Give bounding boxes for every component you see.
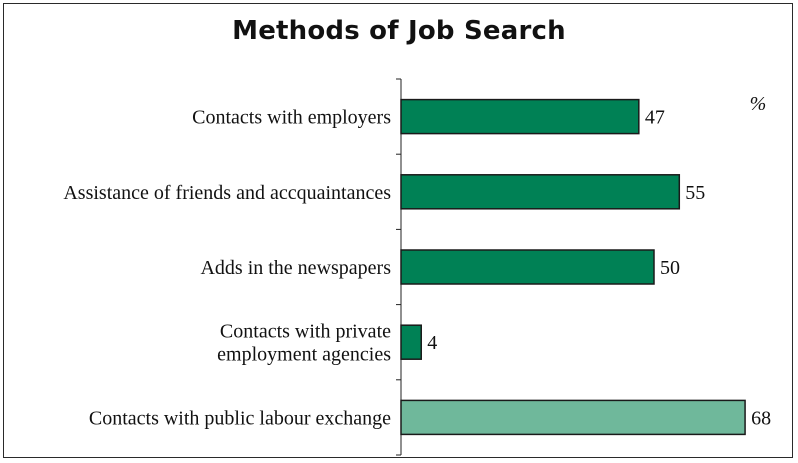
bar — [400, 399, 746, 436]
chart-title: Methods of Job Search — [232, 16, 566, 46]
category-label: Assistance of friends and accquaintances — [63, 182, 391, 204]
bar — [400, 249, 655, 285]
category-label: Contacts with private — [220, 321, 391, 343]
bar-value-label: 55 — [685, 182, 705, 204]
bar — [400, 174, 681, 210]
category-label: Contacts with public labour exchange — [89, 407, 391, 429]
category-label: employment agencies — [217, 344, 391, 366]
unit-label: % — [750, 93, 767, 115]
bar-value-label: 50 — [660, 257, 680, 279]
bar-value-label: 68 — [751, 407, 771, 429]
bar-value-label: 4 — [427, 332, 437, 354]
bar-value-label: 47 — [645, 107, 665, 129]
category-label: Adds in the newspapers — [200, 257, 391, 279]
category-label: Contacts with employers — [192, 107, 391, 129]
bar — [400, 324, 422, 360]
bar — [400, 98, 640, 135]
